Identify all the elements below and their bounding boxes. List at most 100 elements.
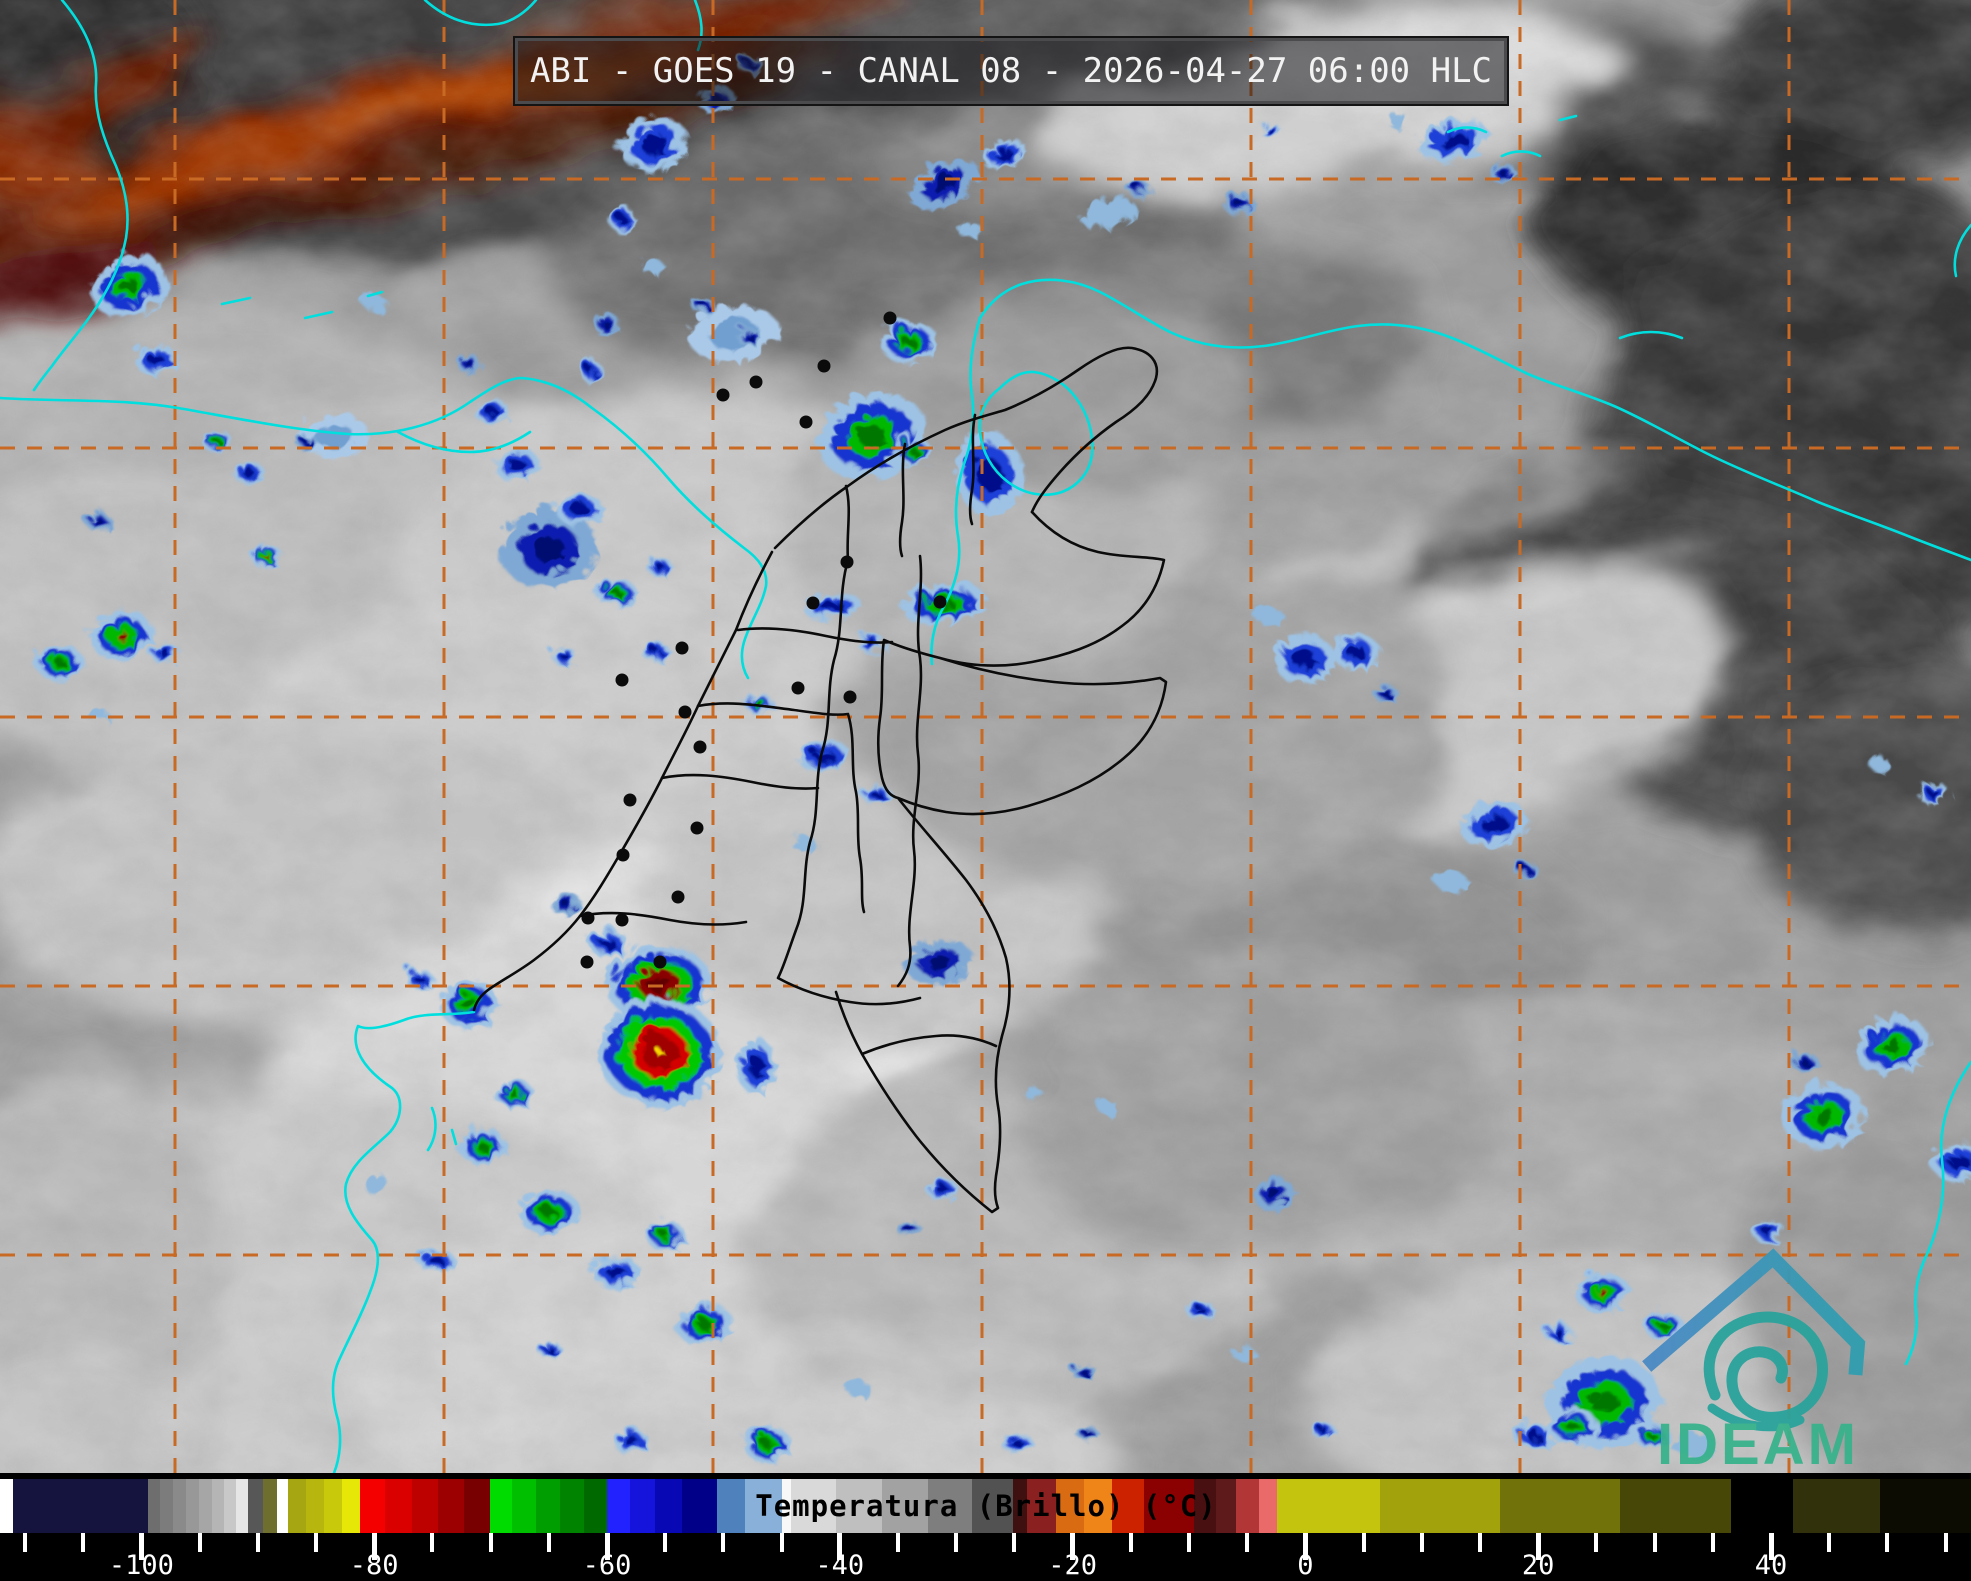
storm-cell-layer bbox=[529, 532, 561, 558]
colorbar-tick bbox=[1361, 1533, 1366, 1552]
coastline-panama bbox=[0, 376, 768, 680]
storm-cell-layer bbox=[1131, 182, 1139, 188]
city-dot bbox=[883, 311, 897, 325]
storm-cell-layer bbox=[643, 971, 667, 989]
colorbar-tick bbox=[1594, 1533, 1599, 1552]
storm-cell-layer bbox=[1432, 868, 1464, 888]
logo-swirl-icon bbox=[1703, 1311, 1828, 1423]
storm-cell-layer bbox=[1944, 1150, 1966, 1166]
storm-cell-layer bbox=[537, 1202, 553, 1214]
ideam-logo: IDEAM bbox=[1642, 1248, 1866, 1473]
storm-cell-layer bbox=[1879, 1035, 1897, 1049]
colorbar-tick bbox=[896, 1533, 900, 1552]
satellite-map: IDEAM bbox=[0, 0, 1971, 1473]
colorbar-tick bbox=[197, 1533, 202, 1552]
storm-cell-layer bbox=[1668, 1430, 1712, 1454]
storm-cell-layer bbox=[556, 896, 568, 904]
storm-cell-layer bbox=[810, 746, 830, 758]
storm-cell-layer bbox=[597, 935, 613, 945]
storm-cell-layer bbox=[1077, 194, 1133, 226]
coastline-ecuador bbox=[331, 1010, 476, 1473]
colorbar-panel: Temperatura (Brillo) (°C) -100 -80 -60 -40 -… bbox=[0, 1473, 1971, 1581]
storm-cell-layer bbox=[259, 550, 265, 554]
storm-cell-layer bbox=[1313, 1421, 1323, 1429]
city-dot bbox=[675, 641, 689, 655]
storm-cell-layer bbox=[1021, 1084, 1039, 1096]
storm-cell-layer bbox=[740, 329, 750, 335]
logo-swirl-arm-icon bbox=[1707, 1403, 1805, 1432]
storm-cell-layer bbox=[584, 363, 592, 373]
storm-cell-layer bbox=[931, 1180, 945, 1190]
colorbar-tick bbox=[1128, 1533, 1133, 1552]
city-dot bbox=[840, 555, 854, 569]
storm-cell-layer bbox=[461, 357, 469, 363]
storm-cell-layer bbox=[1189, 1301, 1201, 1309]
coastline-central-america bbox=[32, 0, 129, 392]
storm-cell-layer bbox=[928, 172, 952, 188]
storm-cell-layer bbox=[156, 646, 168, 654]
storm-cell-layer bbox=[1643, 1429, 1653, 1435]
colorbar-tick bbox=[1710, 1533, 1715, 1552]
colorbar-tick-label: 0 bbox=[1297, 1550, 1314, 1581]
storm-cell-layer bbox=[1078, 1425, 1086, 1431]
storm-cell-layer bbox=[359, 1171, 385, 1189]
colombia-caribbean-coast bbox=[773, 346, 1159, 550]
department-lines-east bbox=[834, 510, 1168, 1214]
storm-cell-layer bbox=[1095, 1098, 1115, 1112]
storm-cell-layer bbox=[646, 644, 658, 652]
storm-cell-layer bbox=[503, 453, 521, 467]
storm-cell-layer bbox=[565, 498, 585, 512]
colorbar-tick bbox=[1070, 1533, 1076, 1560]
storm-cell-layer bbox=[540, 1341, 550, 1349]
storm-cell-layer bbox=[607, 584, 617, 592]
colorbar-tick bbox=[314, 1533, 318, 1552]
cloud-mottle-dark bbox=[0, 0, 1971, 1473]
storm-cell-layer bbox=[1436, 129, 1464, 145]
storm-cell-layer bbox=[457, 994, 473, 1006]
city-dot bbox=[615, 913, 629, 927]
city-dot bbox=[693, 740, 707, 754]
colorbar-tick-label: 20 bbox=[1521, 1550, 1555, 1581]
logo-text: IDEAM bbox=[1657, 1412, 1859, 1473]
storm-cell-layer bbox=[788, 832, 812, 848]
storm-cell-layer bbox=[1288, 645, 1312, 665]
storm-cell-layer bbox=[843, 1377, 867, 1393]
colorbar-tick bbox=[837, 1533, 843, 1560]
storm-cell-layer bbox=[757, 1435, 769, 1445]
colorbar-tick-label: -80 bbox=[349, 1550, 399, 1581]
colorbar-tick bbox=[1302, 1533, 1308, 1560]
colorbar-tick bbox=[1012, 1533, 1017, 1552]
storm-cell-layer bbox=[1586, 1386, 1614, 1410]
storm-cell-layer bbox=[1229, 196, 1241, 204]
colorbar-tick bbox=[721, 1533, 726, 1552]
title-text: ABI - GOES 19 - CANAL 08 - 2026-04-27 06… bbox=[529, 51, 1493, 91]
city-dot bbox=[806, 596, 820, 610]
storm-cell-layer bbox=[1005, 1434, 1019, 1442]
storm-cell-layer bbox=[901, 1222, 909, 1228]
city-dot bbox=[678, 705, 692, 719]
storm-cell-layer bbox=[637, 129, 663, 151]
city-dots bbox=[580, 311, 947, 969]
colorbar-tick bbox=[1245, 1533, 1250, 1552]
city-dot bbox=[799, 415, 813, 429]
graticule bbox=[0, 0, 1971, 1473]
colorbar-gradient bbox=[0, 1479, 1971, 1533]
storm-cell-layer bbox=[1231, 1344, 1253, 1360]
logo-mountain-icon bbox=[1642, 1248, 1866, 1376]
storm-cell-layer bbox=[971, 453, 999, 487]
colorbar-tick bbox=[255, 1533, 260, 1552]
storm-cell-layer bbox=[637, 254, 659, 270]
storm-cell-layer bbox=[1549, 1326, 1561, 1334]
storm-cell-layer bbox=[1385, 111, 1405, 125]
storm-cell-layer bbox=[1522, 1426, 1538, 1438]
storm-cell-layer bbox=[613, 209, 623, 221]
storm-cell-layer bbox=[1865, 753, 1885, 767]
storm-cell-layer bbox=[90, 515, 100, 521]
colorbar-tick bbox=[779, 1533, 784, 1552]
storm-cell-layer bbox=[1378, 687, 1386, 693]
storm-cell-layer bbox=[621, 1433, 635, 1443]
colombia-pacific-coast bbox=[472, 550, 774, 1012]
storm-cell-layer bbox=[1655, 1318, 1665, 1326]
colorbar-tick bbox=[954, 1533, 959, 1552]
colorbar-tick bbox=[604, 1533, 610, 1560]
